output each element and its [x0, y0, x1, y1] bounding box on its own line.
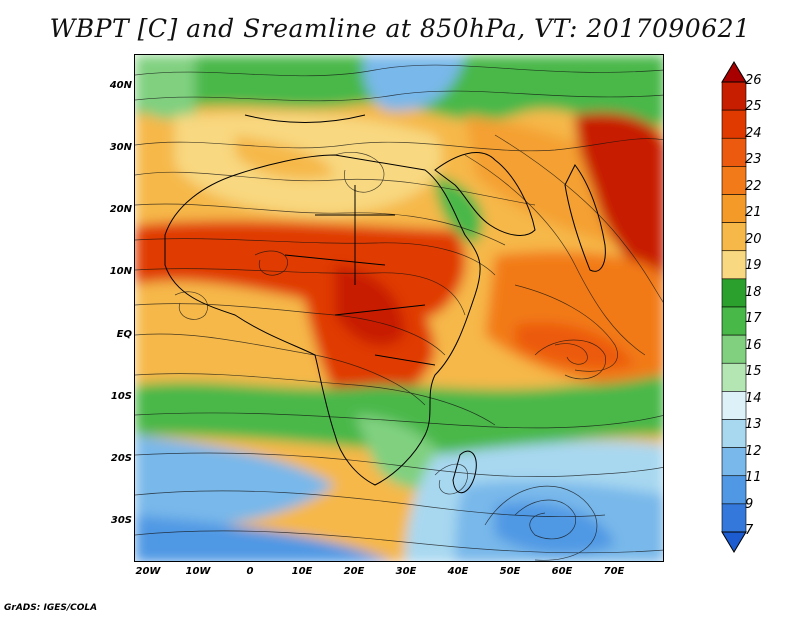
colorbar-label: 22: [745, 178, 762, 194]
lat-label: 40N: [109, 80, 132, 91]
colorbar-label: 7: [745, 523, 754, 538]
colorbar-label: 26: [745, 73, 762, 88]
temperature-field: [135, 55, 663, 561]
colorbar-segment: [721, 137, 747, 167]
lon-label: 10E: [291, 566, 313, 577]
colorbar-top-arrow: [721, 61, 747, 83]
wbpt-map: [134, 54, 664, 562]
colorbar-label: 11: [745, 470, 762, 486]
colorbar-label: 25: [745, 99, 762, 115]
colorbar-label: 20: [745, 231, 762, 247]
lat-label: 20S: [110, 453, 132, 464]
colorbar-segment: [721, 362, 747, 392]
lon-label: 20W: [135, 566, 161, 577]
lat-label: 20N: [109, 204, 132, 215]
colorbar-label: 16: [745, 337, 762, 353]
colorbar-label: 12: [745, 443, 762, 459]
colorbar-segment: [721, 419, 747, 448]
colorbar-label: 23: [745, 152, 762, 168]
lat-label: 30S: [110, 515, 132, 526]
colorbar-label: 13: [745, 417, 762, 433]
grads-credit: GrADS: IGES/COLA: [4, 603, 98, 613]
colorbar-segment: [721, 306, 747, 336]
map-title: WBPT [C] and Sreamline at 850hPa, VT: 20…: [49, 14, 751, 43]
colorbar-segment: [721, 503, 747, 533]
colorbar-label: 14: [745, 390, 762, 406]
colorbar-label: 19: [745, 258, 762, 274]
colorbar-segment: [721, 109, 747, 139]
streamlines: [135, 64, 663, 561]
coastlines: [164, 114, 606, 493]
colorbar-label: 9: [745, 496, 754, 512]
colorbar-segment: [721, 166, 747, 195]
lat-label: 10S: [110, 391, 132, 402]
colorbar-label: 24: [745, 125, 762, 141]
lon-label: 0: [246, 566, 254, 577]
lat-label: EQ: [116, 329, 132, 340]
colorbar-segment: [721, 194, 747, 223]
colorbar-segment: [721, 447, 747, 477]
lon-label: 30E: [395, 566, 417, 577]
colorbar-segment: [721, 278, 747, 308]
lon-label: 10W: [185, 566, 211, 577]
lon-label: 50E: [499, 566, 521, 577]
colorbar-segment: [721, 222, 747, 252]
colorbar-label: 18: [745, 284, 762, 300]
colorbar-segment: [721, 475, 747, 505]
lon-label: 20E: [343, 566, 365, 577]
lon-label: 70E: [603, 566, 625, 577]
map-canvas: [135, 55, 663, 561]
colorbar-label: 21: [745, 205, 762, 221]
colorbar-bottom-arrow: [721, 531, 747, 553]
colorbar-label: 17: [745, 311, 762, 327]
colorbar-segment: [721, 81, 747, 111]
colorbar-segment: [721, 250, 747, 280]
colorbar-label: 15: [745, 364, 762, 380]
lat-label: 30N: [109, 142, 132, 153]
colorbar-segment: [721, 334, 747, 364]
lon-label: 40E: [447, 566, 469, 577]
lat-label: 10N: [109, 266, 132, 277]
colorbar-segment: [721, 391, 747, 420]
lon-label: 60E: [551, 566, 573, 577]
